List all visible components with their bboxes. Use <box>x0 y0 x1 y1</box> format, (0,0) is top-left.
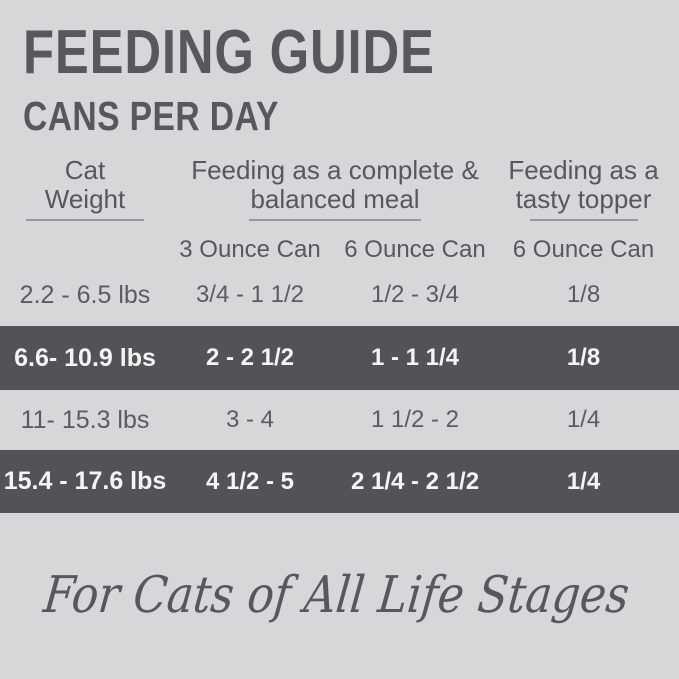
table-row-highlighted: 6.6- 10.9 lbs 2 - 2 1/2 1 - 1 1/4 1/8 <box>0 326 679 390</box>
cell-meal-6oz: 1 1/2 - 2 <box>370 406 460 433</box>
tagline-all-life-stages: For Cats of All Life Stages <box>40 566 632 625</box>
column-header-tasty-topper: Feeding as a tasty topper <box>500 156 679 221</box>
table-body: 2.2 - 6.5 lbs 3/4 - 1 1/2 1/2 - 3/4 1/8 … <box>0 264 679 513</box>
subheader-3oz-can: 3 Ounce Can <box>179 236 321 263</box>
cell-meal-6oz: 1 - 1 1/4 <box>370 344 460 371</box>
table-row: 2.2 - 6.5 lbs 3/4 - 1 1/2 1/2 - 3/4 1/8 <box>0 264 679 326</box>
cell-cat-weight: 15.4 - 17.6 lbs <box>3 467 167 495</box>
cell-meal-3oz: 3/4 - 1 1/2 <box>195 281 305 308</box>
column-header-line: Cat <box>64 155 106 185</box>
cell-topper-6oz: 1/4 <box>566 406 601 433</box>
page-title: FEEDING GUIDE <box>23 18 435 87</box>
header-underline <box>249 219 421 221</box>
header-underline <box>26 219 144 221</box>
cell-topper-6oz: 1/4 <box>566 467 601 495</box>
table-subheader-row: 3 Ounce Can 6 Ounce Can 6 Ounce Can <box>0 236 679 264</box>
cell-meal-3oz: 4 1/2 - 5 <box>205 467 295 495</box>
cell-topper-6oz: 1/8 <box>566 344 601 371</box>
cell-cat-weight: 11- 15.3 lbs <box>20 405 150 434</box>
cell-topper-6oz: 1/8 <box>566 281 601 308</box>
column-header-line: Feeding as a <box>508 155 659 185</box>
page-subtitle: CANS PER DAY <box>23 93 279 139</box>
table-row: 11- 15.3 lbs 3 - 4 1 1/2 - 2 1/4 <box>0 390 679 450</box>
column-header-line: Feeding as a complete & <box>191 155 479 185</box>
cell-meal-6oz: 1/2 - 3/4 <box>370 281 460 308</box>
subheader-6oz-can: 6 Ounce Can <box>344 236 486 263</box>
column-header-line: Weight <box>44 184 126 214</box>
table-header: Cat Weight Feeding as a complete & balan… <box>0 156 679 226</box>
cell-cat-weight: 6.6- 10.9 lbs <box>14 343 156 372</box>
cell-cat-weight: 2.2 - 6.5 lbs <box>19 280 151 309</box>
cell-meal-3oz: 2 - 2 1/2 <box>205 344 295 371</box>
column-header-cat-weight: Cat Weight <box>0 156 170 221</box>
column-header-complete-meal: Feeding as a complete & balanced meal <box>170 156 500 221</box>
cell-meal-6oz: 2 1/4 - 2 1/2 <box>350 467 480 495</box>
subheader-6oz-can-topper: 6 Ounce Can <box>512 236 655 263</box>
column-header-line: tasty topper <box>515 184 652 214</box>
table-row-highlighted: 15.4 - 17.6 lbs 4 1/2 - 5 2 1/4 - 2 1/2 … <box>0 450 679 513</box>
column-header-line: balanced meal <box>250 184 420 214</box>
header-underline <box>529 219 638 221</box>
cell-meal-3oz: 3 - 4 <box>225 406 275 433</box>
